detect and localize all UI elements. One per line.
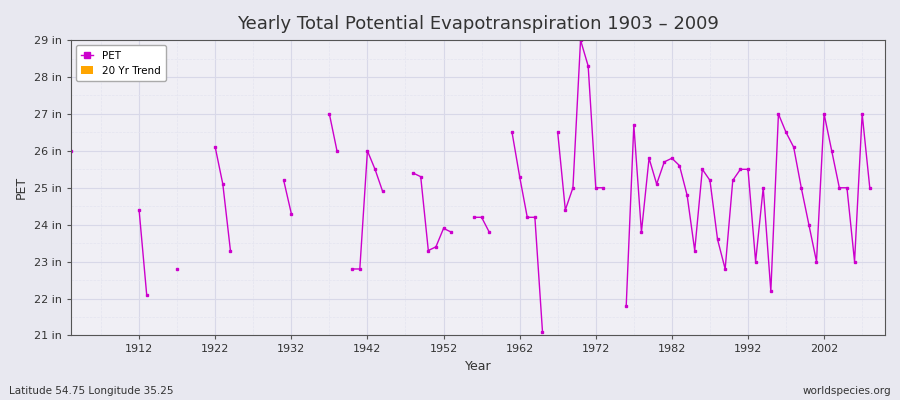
Y-axis label: PET: PET xyxy=(15,176,28,199)
Text: Latitude 54.75 Longitude 35.25: Latitude 54.75 Longitude 35.25 xyxy=(9,386,174,396)
Text: worldspecies.org: worldspecies.org xyxy=(803,386,891,396)
Legend: PET, 20 Yr Trend: PET, 20 Yr Trend xyxy=(76,45,166,81)
X-axis label: Year: Year xyxy=(464,360,491,373)
Title: Yearly Total Potential Evapotranspiration 1903 – 2009: Yearly Total Potential Evapotranspiratio… xyxy=(237,15,719,33)
